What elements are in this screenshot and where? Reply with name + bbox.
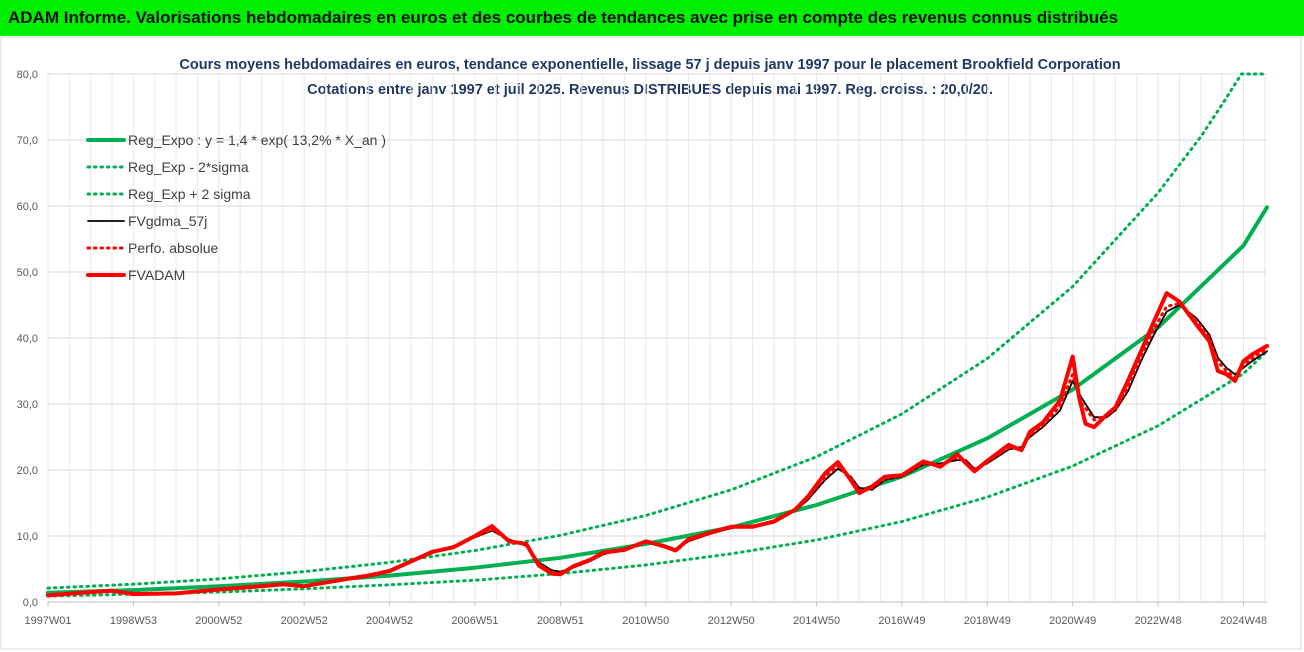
x-tick-label: 2006W51 xyxy=(451,615,498,627)
legend-label: Reg_Exp - 2*sigma xyxy=(128,159,249,175)
x-axis: 1997W01 1998W53 2000W52 2002W52 2004W52 2006W… xyxy=(24,601,1267,627)
x-tick-label: 1998W53 xyxy=(110,615,157,627)
x-tick-label: 2002W52 xyxy=(281,615,328,627)
x-tick-label: 2010W50 xyxy=(622,615,669,627)
series-line-0 xyxy=(46,205,1269,595)
y-tick-label: 30,0 xyxy=(17,399,38,411)
chart-border xyxy=(0,36,1302,650)
legend-label: Reg_Exp + 2 sigma xyxy=(128,186,251,202)
legend-label: FVADAM xyxy=(128,267,185,283)
x-tick-label: 2016W49 xyxy=(878,615,925,627)
y-tick-label: 10,0 xyxy=(17,531,38,543)
y-axis: 0,0 10,0 20,0 30,0 40,0 50,0 60,0 70,0 80,0 xyxy=(17,69,38,609)
y-tick-label: 0,0 xyxy=(23,597,38,609)
y-tick-label: 70,0 xyxy=(17,135,38,147)
y-tick-label: 20,0 xyxy=(17,465,38,477)
legend-label: Reg_Expo : y = 1,4 * exp( 13,2% * X_an ) xyxy=(128,132,386,148)
x-tick-label: 2020W49 xyxy=(1049,615,1096,627)
legend-label: Perfo. absolue xyxy=(128,240,218,256)
series-line-5 xyxy=(46,291,1269,598)
series-line-4 xyxy=(46,302,1269,597)
x-tick-label: 1997W01 xyxy=(24,615,71,627)
y-tick-label: 50,0 xyxy=(17,267,38,279)
series-line-2 xyxy=(46,72,1269,590)
x-tick-label: 2000W52 xyxy=(195,615,242,627)
legend: Reg_Expo : y = 1,4 * exp( 13,2% * X_an )… xyxy=(86,132,386,283)
y-tick-label: 60,0 xyxy=(17,201,38,213)
chart-subtitle: Cotations entre janv 1997 et juil 2025. … xyxy=(307,82,993,98)
y-tick-label: 80,0 xyxy=(17,69,38,81)
chart-background xyxy=(0,36,1304,652)
x-tick-label: 2004W52 xyxy=(366,615,413,627)
banner-title: ADAM Informe. Valorisations hebdomadaire… xyxy=(0,0,1304,36)
legend-label: FVgdma_57j xyxy=(128,213,207,229)
y-tick-label: 40,0 xyxy=(17,333,38,345)
x-tick-label: 2024W48 xyxy=(1220,615,1267,627)
x-tick-label: 2014W50 xyxy=(793,615,840,627)
x-tick-label: 2018W49 xyxy=(964,615,1011,627)
chart-title: Cours moyens hebdomadaires en euros, ten… xyxy=(179,57,1120,73)
x-tick-label: 2012W50 xyxy=(708,615,755,627)
x-tick-label: 2008W51 xyxy=(537,615,584,627)
chart: Cours moyens hebdomadaires en euros, ten… xyxy=(0,36,1304,652)
series-lines xyxy=(46,72,1269,598)
x-tick-label: 2022W48 xyxy=(1135,615,1182,627)
series-line-1 xyxy=(46,349,1269,598)
